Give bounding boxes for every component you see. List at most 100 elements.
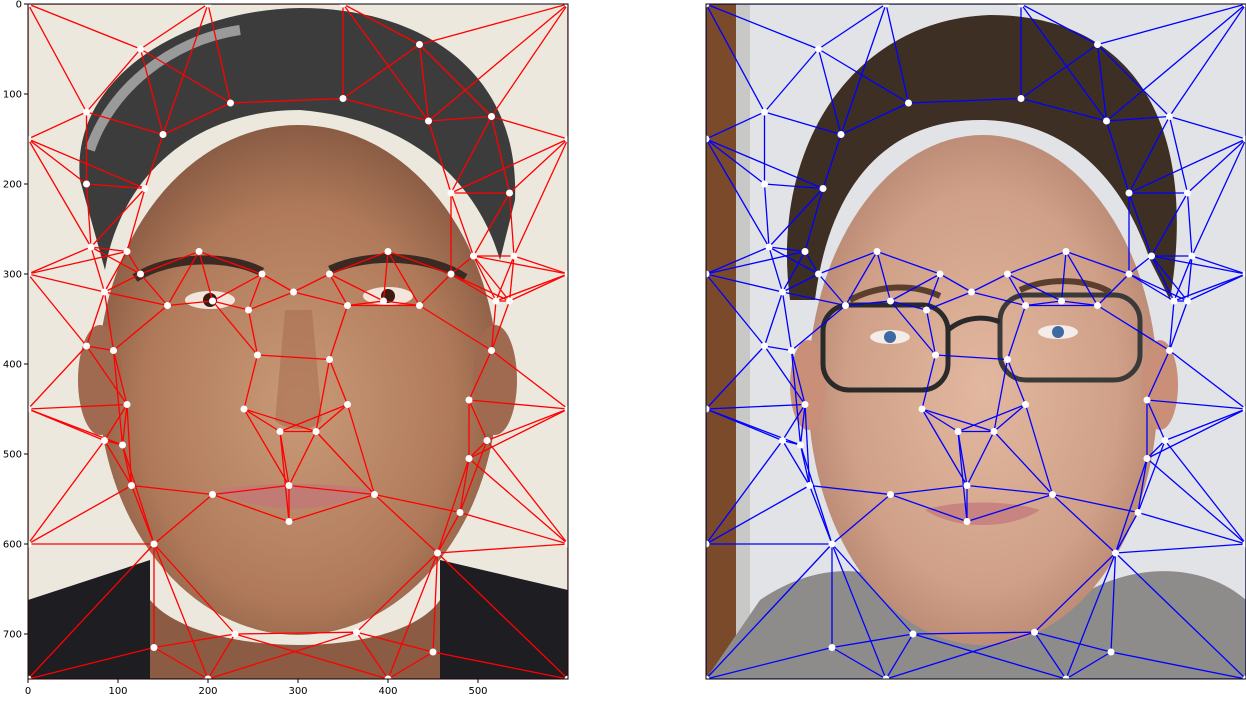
left-landmark-point bbox=[380, 298, 387, 305]
right-landmark-point bbox=[1112, 550, 1119, 557]
right-landmark-point bbox=[1004, 356, 1011, 363]
right-landmark-point bbox=[802, 248, 809, 255]
right-landmark-point bbox=[1018, 95, 1025, 102]
right-landmark-point bbox=[1144, 397, 1151, 404]
left-landmark-point bbox=[511, 253, 518, 260]
left-landmark-point bbox=[259, 271, 266, 278]
left-landmark-point bbox=[232, 631, 239, 638]
right-landmark-point bbox=[1103, 118, 1110, 125]
left-landmark-point bbox=[137, 46, 144, 53]
left-landmark-point bbox=[101, 289, 108, 296]
right-landmark-point bbox=[919, 406, 926, 413]
right-landmark-point bbox=[815, 46, 822, 53]
right-landmark-point bbox=[806, 482, 813, 489]
left-landmark-point bbox=[286, 482, 293, 489]
right-landmark-point bbox=[779, 289, 786, 296]
right-landmark-point bbox=[1166, 347, 1173, 354]
left-landmark-point bbox=[466, 397, 473, 404]
right-landmark-point bbox=[1094, 302, 1101, 309]
left-landmark-point bbox=[326, 356, 333, 363]
right-landmark-point bbox=[761, 343, 768, 350]
left-landmark-point bbox=[430, 649, 437, 656]
left-landmark-point bbox=[448, 271, 455, 278]
y-tick-label: 200 bbox=[3, 180, 22, 191]
right-landmark-point bbox=[968, 289, 975, 296]
left-landmark-point bbox=[151, 644, 158, 651]
right-landmark-point bbox=[842, 302, 849, 309]
left-landmark-point bbox=[88, 244, 95, 251]
left-landmark-point bbox=[470, 253, 477, 260]
right-landmark-point bbox=[1126, 190, 1133, 197]
left-landmark-point bbox=[286, 518, 293, 525]
x-tick-label: 400 bbox=[378, 686, 397, 697]
left-landmark-point bbox=[484, 437, 491, 444]
left-landmark-point bbox=[245, 307, 252, 314]
right-landmark-point bbox=[829, 644, 836, 651]
right-landmark-point bbox=[964, 482, 971, 489]
y-tick-label: 0 bbox=[16, 0, 22, 11]
right-landmark-point bbox=[905, 100, 912, 107]
right-landmark-point bbox=[932, 352, 939, 359]
y-tick-label: 600 bbox=[3, 540, 22, 551]
x-tick-label: 100 bbox=[108, 686, 127, 697]
y-tick-label: 500 bbox=[3, 450, 22, 461]
right-landmark-point bbox=[1022, 401, 1029, 408]
right-landmark-point bbox=[1126, 271, 1133, 278]
right-landmark-point bbox=[1162, 437, 1169, 444]
left-landmark-point bbox=[506, 190, 513, 197]
left-landmark-point bbox=[164, 302, 171, 309]
right-landmark-point bbox=[779, 437, 786, 444]
right-landmark-point bbox=[1004, 271, 1011, 278]
left-landmark-point bbox=[241, 406, 248, 413]
left-landmark-point bbox=[110, 347, 117, 354]
right-landmark-point bbox=[923, 307, 930, 314]
left-landmark-point bbox=[227, 100, 234, 107]
right-landmark-point bbox=[1189, 253, 1196, 260]
left-landmark-point bbox=[506, 298, 513, 305]
left-landmark-point bbox=[83, 181, 90, 188]
left-landmark-point bbox=[488, 347, 495, 354]
right-landmark-point bbox=[1184, 190, 1191, 197]
right-landmark-point bbox=[1063, 248, 1070, 255]
left-landmark-point bbox=[137, 271, 144, 278]
right-landmark-point bbox=[955, 428, 962, 435]
left-landmark-point bbox=[313, 428, 320, 435]
right-landmark-point bbox=[1049, 491, 1056, 498]
right-landmark-point bbox=[887, 491, 894, 498]
x-tick-label: 0 bbox=[25, 686, 31, 697]
y-tick-label: 300 bbox=[3, 270, 22, 281]
left-face-photo bbox=[28, 4, 568, 679]
right-landmark-point bbox=[1135, 509, 1142, 516]
left-landmark-point bbox=[385, 248, 392, 255]
left-landmark-point bbox=[83, 343, 90, 350]
left-landmark-point bbox=[209, 491, 216, 498]
y-tick-label: 700 bbox=[3, 630, 22, 641]
y-tick-label: 100 bbox=[3, 90, 22, 101]
left-landmark-point bbox=[466, 455, 473, 462]
right-landmark-point bbox=[788, 347, 795, 354]
left-landmark-point bbox=[371, 491, 378, 498]
right-landmark-point bbox=[761, 181, 768, 188]
left-landmark-point bbox=[340, 95, 347, 102]
left-landmark-point bbox=[277, 428, 284, 435]
right-landmark-point bbox=[1031, 629, 1038, 636]
x-tick-label: 300 bbox=[288, 686, 307, 697]
left-landmark-point bbox=[290, 289, 297, 296]
left-landmark-point bbox=[209, 298, 216, 305]
left-landmark-point bbox=[353, 629, 360, 636]
right-landmark-point bbox=[1058, 298, 1065, 305]
left-landmark-point bbox=[124, 248, 131, 255]
left-landmark-point bbox=[493, 298, 500, 305]
left-landmark-point bbox=[425, 118, 432, 125]
right-landmark-point bbox=[1094, 41, 1101, 48]
left-landmark-point bbox=[128, 482, 135, 489]
left-landmark-point bbox=[196, 248, 203, 255]
left-landmark-point bbox=[448, 190, 455, 197]
y-tick-label: 400 bbox=[3, 360, 22, 371]
left-landmark-point bbox=[344, 302, 351, 309]
left-landmark-point bbox=[142, 185, 149, 192]
right-landmark-point bbox=[829, 541, 836, 548]
right-landmark-point bbox=[964, 518, 971, 525]
right-landmark-point bbox=[1171, 298, 1178, 305]
